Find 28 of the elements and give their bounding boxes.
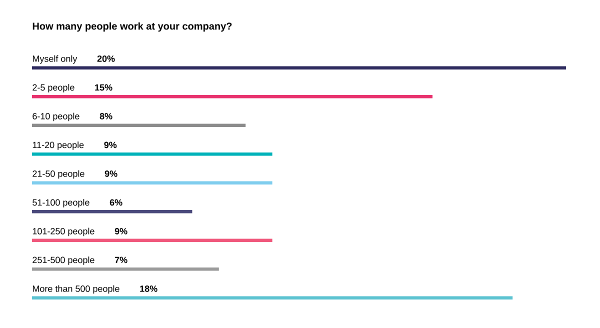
y-tick-label: More than 500 people [32,285,120,294]
data-label: 8% [100,113,112,120]
data-label: 7% [114,256,128,264]
chart-title: How many people work at your company? [32,22,232,32]
bar [32,95,432,98]
data-label: 9% [104,142,117,148]
y-tick-label: 251-500 people [32,256,94,265]
y-tick-label: 21-50 people [32,170,84,179]
data-label: 6% [110,199,122,206]
bar [32,152,272,156]
y-tick-label: Myself only [32,55,78,64]
data-label: 9% [114,228,128,234]
data-label: 18% [140,286,158,292]
y-tick-label: 2-5 people [32,84,74,92]
data-label: 20% [97,56,115,62]
bar [32,268,219,271]
y-tick-label: 101-250 people [32,228,94,236]
data-label: 15% [95,84,112,91]
bar [32,296,513,300]
y-tick-label: 51-100 people [32,199,90,208]
y-tick-label: 6-10 people [32,112,80,122]
y-tick-label: 11-20 people [32,142,84,150]
bar [32,181,272,184]
bar [32,210,192,214]
bar [32,238,272,242]
bar [32,124,246,127]
data-label: 9% [104,170,118,177]
bar [32,66,566,70]
